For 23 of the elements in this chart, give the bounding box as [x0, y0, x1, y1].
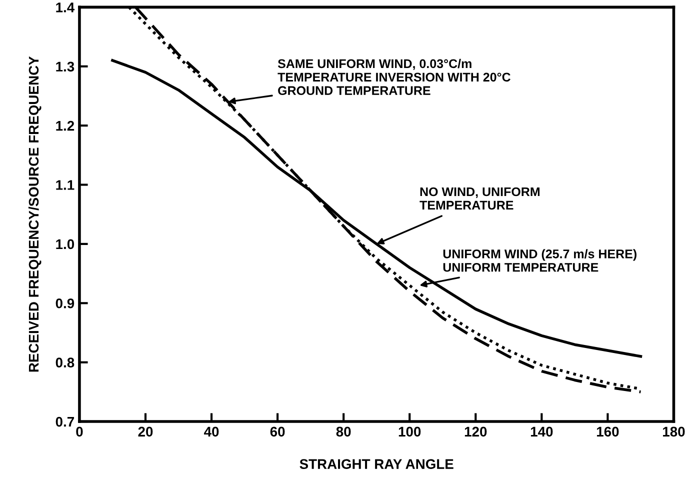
annotation: UNIFORM WIND (25.7 m/s HERE) UNIFORM TEMPERATURE: [443, 249, 636, 272]
y-tick-label: 1.2: [56, 120, 74, 131]
y-tick-label: 1.4: [56, 2, 75, 12]
annotation: SAME UNIFORM WIND, 0.03°C/m TEMPERATURE INVERSION WITH 20°C GROUND TEMPERATURE: [278, 58, 510, 96]
y-tick-label: 0.9: [56, 298, 74, 308]
x-tick-label: 40: [204, 426, 219, 437]
y-tick-label: 1.1: [56, 180, 74, 190]
x-tick-label: 20: [138, 426, 153, 437]
y-tick-label: 1.0: [56, 239, 74, 250]
x-axis-title: STRAIGHT RAY ANGLE: [300, 459, 454, 469]
x-tick-label: 180: [663, 426, 685, 437]
x-tick-label: 100: [398, 426, 421, 437]
y-tick-label: 0.7: [56, 416, 74, 427]
y-tick-label: 1.3: [56, 62, 74, 72]
x-tick-label: 120: [464, 426, 487, 437]
y-axis-title: RECEIVED FREQUENCY/SOURCE FREQUENCY: [28, 56, 42, 372]
x-tick-label: 80: [336, 426, 351, 437]
x-tick-label: 60: [270, 426, 285, 437]
x-tick-label: 160: [596, 426, 619, 437]
annotation: NO WIND, UNIFORM TEMPERATURE: [420, 187, 540, 210]
y-tick-label: 0.8: [56, 358, 74, 368]
x-tick-label: 0: [76, 426, 83, 437]
x-tick-label: 140: [530, 426, 553, 437]
